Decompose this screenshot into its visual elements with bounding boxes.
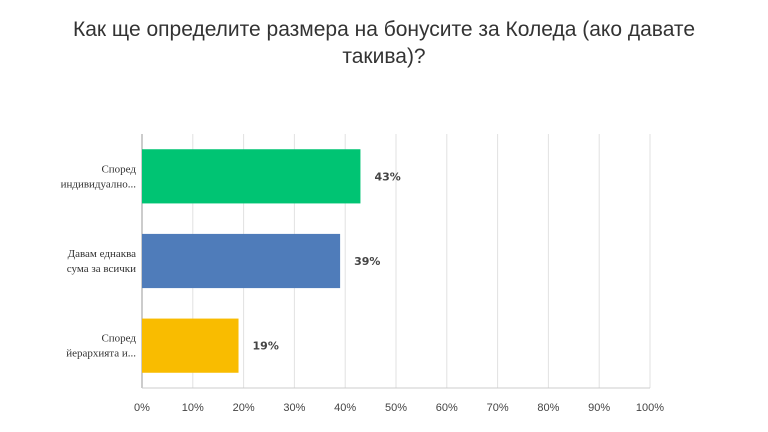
chart-title-line-1: Как ще определите размера на бонусите за… <box>73 18 695 41</box>
chart-title: Как ще определите размера на бонусите за… <box>0 16 768 70</box>
data-label: 39% <box>354 255 380 268</box>
x-tick-label: 60% <box>436 402 458 414</box>
data-label: 43% <box>374 170 400 183</box>
category-label: Според йерархията и... <box>66 333 136 360</box>
x-tick-label: 80% <box>537 402 559 414</box>
chart-title-line-2: такива)? <box>342 45 426 68</box>
category-label: Според индивидуално... <box>61 163 137 190</box>
bar[interactable] <box>142 318 239 373</box>
x-tick-label: 40% <box>334 402 356 414</box>
x-tick-label: 0% <box>134 402 150 414</box>
data-label: 19% <box>253 340 279 353</box>
x-tick-label: 100% <box>636 402 664 414</box>
category-label-line: Според <box>101 333 136 345</box>
category-label-line: сума за всички <box>67 263 136 275</box>
bar[interactable] <box>142 233 341 289</box>
x-tick-label: 90% <box>588 402 610 414</box>
category-label-line: Според <box>101 163 136 175</box>
category-label-line: индивидуално... <box>61 178 137 190</box>
category-label: Давам еднаква сума за всички <box>67 248 136 275</box>
category-label-line: йерархията и... <box>66 348 136 360</box>
x-tick-label: 50% <box>385 402 407 414</box>
x-tick-label: 30% <box>283 402 305 414</box>
x-tick-label: 10% <box>182 402 204 414</box>
x-tick-label: 70% <box>487 402 509 414</box>
category-label-line: Давам еднаква <box>68 248 137 260</box>
bar[interactable] <box>142 149 361 204</box>
x-tick-label: 20% <box>233 402 255 414</box>
